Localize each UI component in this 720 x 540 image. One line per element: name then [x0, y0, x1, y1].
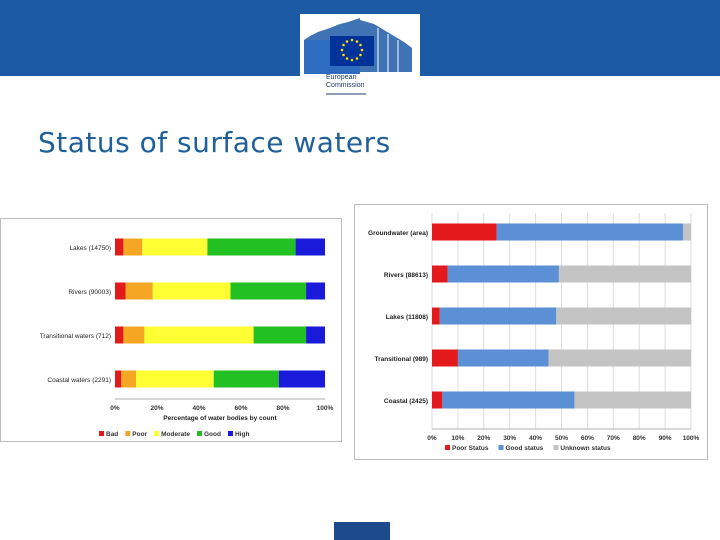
x-tick-label: 100% — [683, 435, 700, 442]
legend-label: Good status — [505, 445, 543, 452]
legend-swatch — [99, 431, 104, 436]
legend-swatch — [553, 445, 559, 450]
bar-segment — [136, 370, 214, 388]
x-axis-title: Percentage of water bodies by count — [163, 415, 277, 422]
bar-segment — [213, 370, 279, 388]
legend-swatch — [227, 431, 233, 436]
x-tick-label: 60% — [234, 405, 247, 412]
page-title: Status of surface waters — [38, 126, 391, 159]
legend-label: High — [235, 431, 249, 438]
bar-segment — [230, 282, 307, 300]
x-tick-label: 0% — [427, 435, 437, 442]
bar-segment — [278, 370, 325, 388]
category-label: Lakes (11808) — [386, 314, 428, 321]
x-tick-label: 100% — [317, 405, 334, 412]
bar-segment — [207, 238, 296, 256]
x-tick-label: 80% — [276, 405, 289, 412]
legend-swatch — [125, 431, 131, 436]
bar-segment — [558, 265, 691, 283]
bar-segment — [144, 326, 254, 344]
bar-segment — [432, 265, 448, 283]
legend-swatch — [197, 431, 202, 436]
chart-panel-right: Groundwater (area) Rivers (88613) Lakes (1… — [354, 204, 708, 460]
bar-segment — [121, 370, 136, 388]
legend-swatch — [445, 445, 450, 450]
legend-label: Poor — [132, 431, 147, 438]
legend-swatch — [498, 445, 504, 450]
ec-building-icon — [304, 18, 412, 95]
x-tick-label: 20% — [477, 435, 490, 442]
x-tick-label: 50% — [555, 435, 568, 442]
logo-line-2: Commission — [326, 82, 365, 89]
bar-segment — [142, 238, 208, 256]
bar-segment — [152, 282, 231, 300]
bar-segment — [457, 349, 549, 367]
x-tick-label: 20% — [150, 405, 163, 412]
category-label: Coastal waters (2291) — [47, 377, 111, 384]
ec-logo-text: European Commission — [326, 74, 365, 90]
bar-segment — [115, 282, 126, 300]
category-label: Transitional waters (712) — [40, 333, 111, 340]
bar-segment — [306, 282, 325, 300]
x-tick-label: 60% — [581, 435, 594, 442]
x-tick-label: 70% — [607, 435, 620, 442]
bar-segment — [432, 307, 440, 325]
chart-panel-left: Lakes (14750) Rivers (90003) Transitional … — [0, 218, 342, 442]
category-label: Groundwater (area) — [368, 230, 428, 237]
legend-label: Good — [204, 431, 221, 438]
x-tick-label: 40% — [529, 435, 542, 442]
bar-segment — [115, 370, 122, 388]
ecological-status-chart: Lakes (14750) Rivers (90003) Transitional … — [40, 238, 334, 438]
bar-segment — [496, 223, 684, 241]
ec-logo — [300, 14, 420, 98]
bar-segment — [125, 282, 153, 300]
footer-tab — [334, 522, 390, 540]
x-tick-label: 0% — [110, 405, 120, 412]
category-label: Transitional (989) — [375, 356, 428, 363]
bar-segment — [683, 223, 691, 241]
bar-segment — [432, 349, 458, 367]
x-tick-label: 40% — [192, 405, 205, 412]
bar-segment — [548, 349, 691, 367]
bar-segment — [123, 326, 145, 344]
category-label: Rivers (88613) — [384, 272, 428, 279]
bar-segment — [442, 391, 575, 409]
x-tick-label: 80% — [633, 435, 646, 442]
legend-label: Bad — [106, 431, 118, 438]
bar-segment — [432, 223, 497, 241]
bar-segment — [439, 307, 557, 325]
bar-segment — [253, 326, 307, 344]
x-tick-label: 10% — [451, 435, 464, 442]
legend-swatch — [154, 431, 160, 436]
bar-segment — [123, 238, 143, 256]
category-label: Coastal (2425) — [384, 398, 428, 405]
legend-label: Moderate — [161, 431, 190, 438]
bar-segment — [295, 238, 325, 256]
bar-segment — [115, 238, 124, 256]
bar-segment — [447, 265, 559, 283]
bar-segment — [432, 391, 443, 409]
category-label: Lakes (14750) — [69, 245, 111, 252]
x-tick-label: 90% — [659, 435, 672, 442]
logo-line-1: European — [326, 74, 357, 81]
legend-label: Poor Status — [452, 445, 489, 452]
bar-segment — [556, 307, 691, 325]
bar-segment — [306, 326, 325, 344]
bar-segment — [574, 391, 691, 409]
x-tick-label: 30% — [503, 435, 516, 442]
bar-segment — [115, 326, 124, 344]
legend-label: Unknown status — [560, 445, 611, 452]
category-label: Rivers (90003) — [68, 289, 111, 296]
chemical-status-chart: Groundwater (area) Rivers (88613) Lakes (1… — [368, 213, 700, 452]
